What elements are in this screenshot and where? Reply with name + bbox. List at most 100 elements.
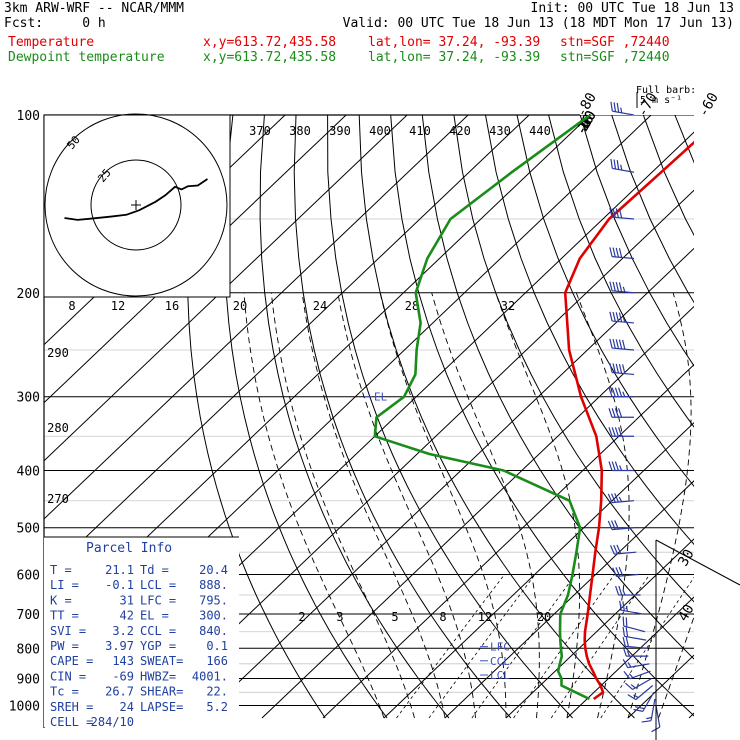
wind-barb-half	[622, 316, 626, 323]
fcst-value: 0 h	[82, 16, 106, 31]
moist-adiabat-7	[575, 292, 630, 719]
pressure-label-300: 300	[17, 391, 40, 406]
wind-barb-staff	[616, 573, 639, 578]
moist-adiabat-3	[337, 292, 476, 719]
parcel-row-8-value2: 22.	[206, 685, 228, 699]
parcel-row-0-label1: T =	[50, 563, 72, 577]
parcel-row-10-label1: CELL =	[50, 715, 93, 729]
wind-barb-flag	[610, 158, 613, 169]
parcel-row-6-value2: 166	[206, 654, 228, 668]
parcel-row-1-value1: -0.1	[105, 578, 134, 592]
dry-adiabat-270	[259, 115, 450, 719]
hodograph-ring-25	[90, 159, 182, 251]
mixing-ratio-label-2: 2	[298, 610, 305, 624]
wind-barb-flag	[612, 281, 616, 292]
marker-ccl: CCL	[490, 655, 510, 668]
parcel-row-3-label2: EL =	[140, 609, 169, 623]
mixing-ratio-8	[513, 574, 615, 719]
isotherm-10	[505, 538, 694, 719]
wind-barb-flag	[607, 520, 613, 530]
isotherm-label--60: -60	[695, 90, 722, 120]
pressure-label-700: 700	[17, 608, 40, 623]
dry-adiabat-390	[642, 115, 694, 237]
wind-barb-staff	[612, 347, 635, 351]
dry-adiabat-290	[327, 115, 573, 719]
parcel-row-6-label1: CAPE =	[50, 654, 93, 668]
wind-barb-flag	[608, 461, 613, 471]
marker-lcl: LCL	[490, 669, 510, 682]
wind-barb-100	[610, 101, 635, 116]
wind-barb-flag	[614, 493, 620, 503]
isotherm-label-30: 30	[675, 547, 697, 570]
mixing-ratio-5	[471, 574, 576, 719]
parcel-row-8-label2: SHEAR=	[140, 685, 183, 699]
wind-barb-flag	[608, 427, 613, 437]
wind-barb-staff	[629, 670, 651, 680]
pressure-label-800: 800	[17, 642, 40, 657]
wind-barb-flag	[618, 387, 623, 397]
wind-barb-flag	[618, 408, 623, 418]
dry-adiabat-310	[390, 115, 694, 717]
barb-boundary	[655, 539, 740, 586]
moist-adiabat-9	[658, 615, 694, 719]
wind-barb-half	[627, 662, 632, 668]
wind-barb-half	[622, 589, 626, 596]
theta-left-label-280: 280	[47, 421, 69, 435]
wind-barb-775	[622, 626, 647, 641]
wind-barb-275	[609, 363, 635, 376]
wind-barb-flag	[615, 282, 620, 292]
wind-barb-staff	[612, 167, 635, 173]
parcel-row-5-value1: 3.97	[105, 639, 134, 653]
wind-barb-850	[622, 659, 650, 669]
wind-barb-staff	[614, 551, 637, 555]
wind-barb-flag	[612, 311, 616, 322]
wind-barb-flag	[609, 281, 613, 291]
wind-barb-flag	[610, 520, 616, 530]
wind-barb-flag	[622, 364, 626, 374]
wind-barb-flag	[618, 282, 623, 292]
parcel-row-1-value2: 888.	[199, 578, 228, 592]
legend-dewpoint-latlon: lat,lon= 37.24, -93.39	[368, 50, 541, 65]
wind-barb-flag	[614, 408, 619, 418]
mixing-ratio-label-5: 5	[391, 610, 398, 624]
wind-barb-200	[609, 281, 635, 294]
wind-barb-flag	[618, 339, 623, 350]
wind-barb-650	[615, 585, 641, 596]
mixing-ratio-label-12: 12	[478, 610, 492, 624]
wind-barb-half	[625, 605, 629, 612]
theta-label-440: 440	[529, 124, 551, 138]
wind-barb-flag	[611, 387, 616, 397]
wind-barb-flag	[615, 363, 620, 374]
parcel-row-3-value2: 300.	[199, 609, 228, 623]
parcel-row-4-label1: SVI =	[50, 624, 86, 638]
wind-barb-flag	[612, 338, 616, 349]
wind-barb-flag	[615, 247, 620, 258]
wind-barb-staff	[612, 320, 635, 324]
wind-barb-flag	[615, 585, 620, 596]
pressure-label-1000: 1000	[9, 699, 40, 714]
parcel-row-7-value1: -69	[112, 669, 134, 683]
wind-barb-900	[625, 677, 652, 690]
wind-barb-flag	[607, 493, 613, 503]
wind-barb-flag	[618, 248, 623, 258]
wind-barb-flag	[625, 617, 628, 627]
isotherm-40	[688, 712, 694, 719]
parcel-row-2-label1: K =	[50, 593, 72, 607]
wind-barb-flag	[609, 311, 613, 322]
theta-e-label-20: 20	[233, 299, 247, 313]
wind-barb-staff	[650, 698, 656, 721]
legend-dewpoint-xy: x,y=613.72,435.58	[203, 50, 337, 65]
wind-barb-flag	[623, 670, 631, 680]
theta-left-label-270: 270	[47, 492, 69, 506]
wind-barb-flag	[618, 566, 624, 577]
pressure-label-600: 600	[17, 568, 40, 583]
wind-barb-staff	[635, 685, 654, 701]
wind-barb-flag	[633, 708, 643, 712]
wind-barb-half	[618, 496, 623, 503]
wind-barb-flag	[609, 207, 613, 218]
profiles	[373, 115, 694, 701]
wind-barb-half	[622, 286, 626, 293]
parcel-row-7-value2: 4001.	[192, 669, 228, 683]
parcel-row-3-label1: TT =	[50, 609, 79, 623]
